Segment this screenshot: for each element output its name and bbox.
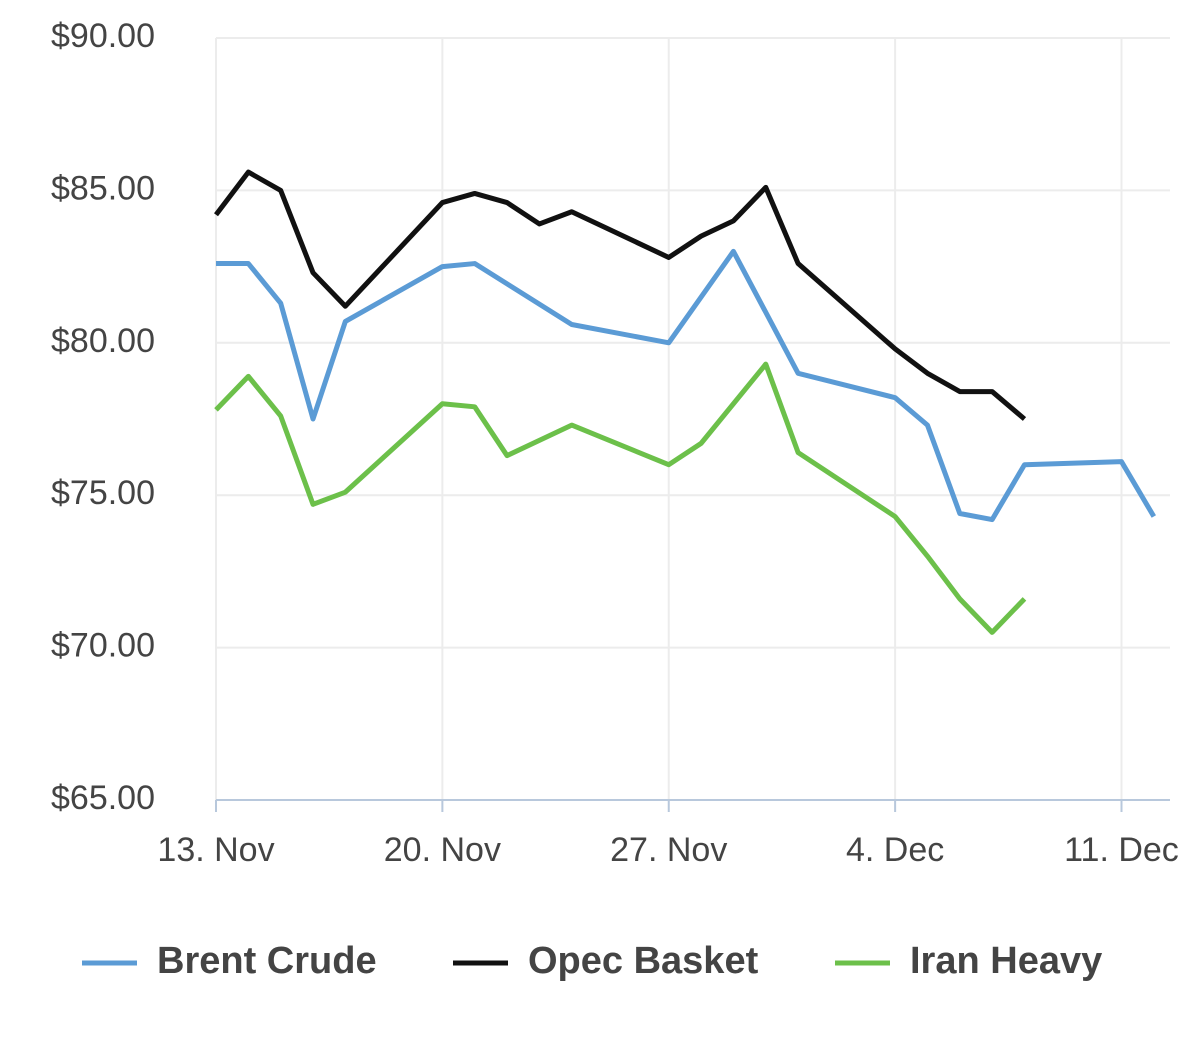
- legend-label: Iran Heavy: [910, 940, 1102, 982]
- y-tick-label: $80.00: [51, 322, 155, 360]
- y-tick-label: $90.00: [51, 17, 155, 55]
- legend-label: Brent Crude: [157, 940, 377, 982]
- y-tick-label: $70.00: [51, 627, 155, 665]
- y-tick-label: $85.00: [51, 169, 155, 207]
- y-tick-label: $65.00: [51, 779, 155, 817]
- x-tick-label: 11. Dec: [1064, 831, 1179, 869]
- series-line: [214, 169, 1027, 421]
- series-line: [216, 248, 1156, 523]
- legend-label: Opec Basket: [528, 940, 759, 982]
- y-tick-label: $75.00: [51, 474, 155, 512]
- x-tick-label: 13. Nov: [157, 831, 274, 869]
- x-tick-label: 20. Nov: [384, 831, 501, 869]
- series-line: [214, 361, 1027, 635]
- x-tick-label: 4. Dec: [846, 831, 944, 869]
- x-tick-label: 27. Nov: [610, 831, 727, 869]
